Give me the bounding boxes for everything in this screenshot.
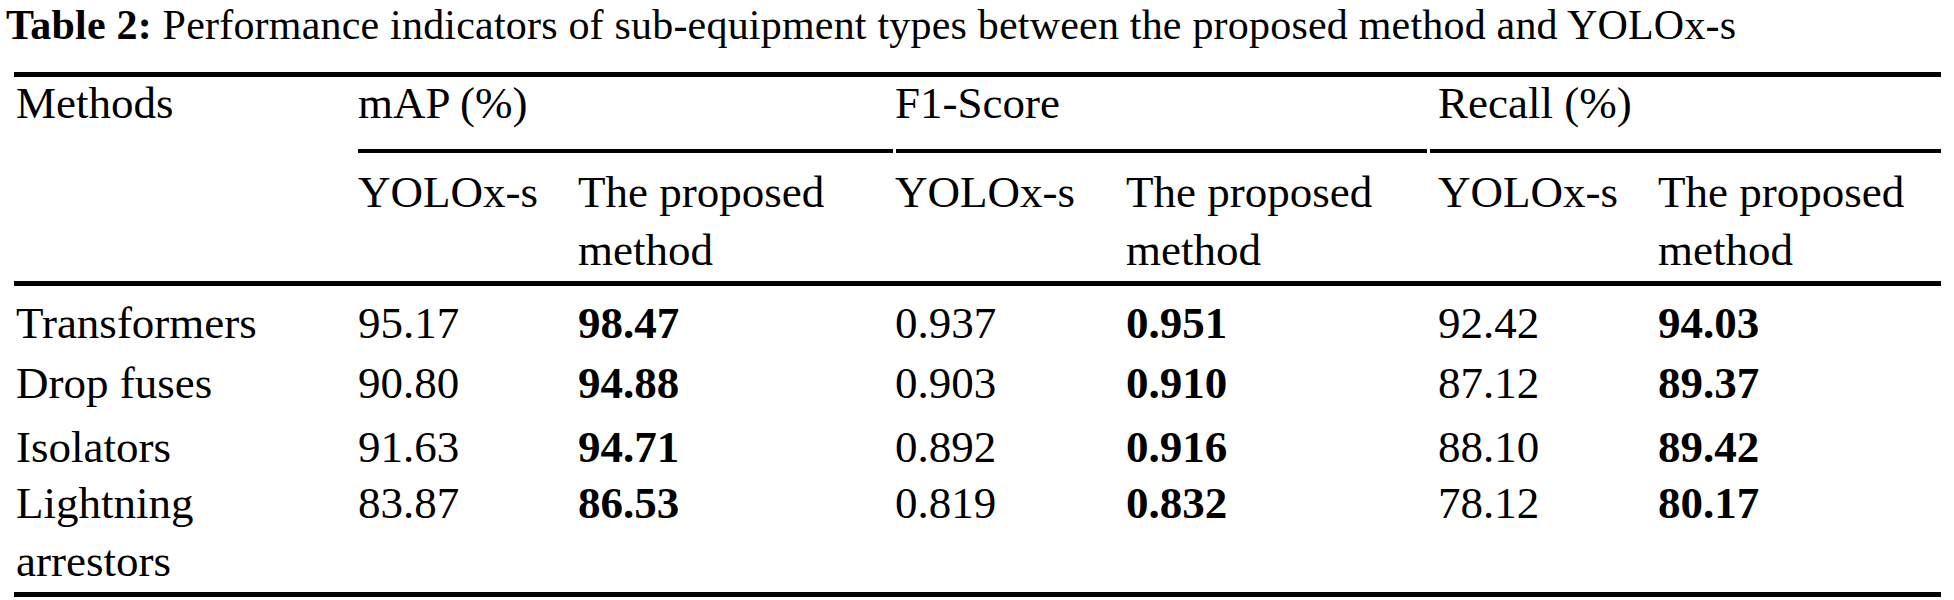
subheader-f1-yolox: YOLOx-s	[895, 163, 1075, 221]
cell-lightning-arrestors-f1-yolox: 0.819	[895, 474, 996, 532]
cell-transformers-recall-yolox: 92.42	[1438, 294, 1539, 352]
table-caption-label: Table 2:	[6, 2, 152, 48]
header-bottom-rule	[14, 281, 1941, 286]
paper-table-page: Table 2: Performance indicators of sub-e…	[0, 0, 1954, 600]
cell-drop-fuses-map-proposed: 94.88	[578, 354, 679, 412]
table-caption: Table 2: Performance indicators of sub-e…	[6, 1, 1736, 49]
table-bottom-rule	[14, 592, 1941, 597]
cell-lightning-arrestors-map-yolox: 83.87	[358, 474, 459, 532]
cell-transformers-map-proposed: 98.47	[578, 294, 679, 352]
cell-isolators-f1-yolox: 0.892	[895, 418, 996, 476]
subheader-f1-proposed: The proposed method	[1126, 163, 1416, 279]
row-label-transformers: Transformers	[16, 294, 306, 352]
cell-drop-fuses-map-yolox: 90.80	[358, 354, 459, 412]
column-header-methods: Methods	[16, 74, 174, 132]
row-label-drop-fuses: Drop fuses	[16, 354, 306, 412]
cell-transformers-f1-proposed: 0.951	[1126, 294, 1227, 352]
cell-transformers-f1-yolox: 0.937	[895, 294, 996, 352]
row-label-isolators: Isolators	[16, 418, 306, 476]
cell-drop-fuses-f1-yolox: 0.903	[895, 354, 996, 412]
cell-transformers-recall-proposed: 94.03	[1658, 294, 1759, 352]
recall-group-rule	[1430, 149, 1941, 153]
cell-isolators-f1-proposed: 0.916	[1126, 418, 1227, 476]
subheader-map-proposed: The proposed method	[578, 163, 868, 279]
cell-isolators-recall-proposed: 89.42	[1658, 418, 1759, 476]
cell-lightning-arrestors-map-proposed: 86.53	[578, 474, 679, 532]
cell-lightning-arrestors-f1-proposed: 0.832	[1126, 474, 1227, 532]
map-group-rule	[358, 149, 893, 153]
cell-isolators-map-yolox: 91.63	[358, 418, 459, 476]
cell-lightning-arrestors-recall-proposed: 80.17	[1658, 474, 1759, 532]
table-caption-text: Performance indicators of sub-equipment …	[152, 2, 1736, 48]
cell-drop-fuses-f1-proposed: 0.910	[1126, 354, 1227, 412]
cell-lightning-arrestors-recall-yolox: 78.12	[1438, 474, 1539, 532]
cell-drop-fuses-recall-yolox: 87.12	[1438, 354, 1539, 412]
group-header-map: mAP (%)	[358, 74, 528, 132]
cell-transformers-map-yolox: 95.17	[358, 294, 459, 352]
group-header-recall: Recall (%)	[1438, 74, 1632, 132]
subheader-recall-proposed: The proposed method	[1658, 163, 1948, 279]
cell-isolators-recall-yolox: 88.10	[1438, 418, 1539, 476]
cell-isolators-map-proposed: 94.71	[578, 418, 679, 476]
row-label-lightning-arrestors: Lightning arrestors	[16, 474, 306, 590]
subheader-map-yolox: YOLOx-s	[358, 163, 538, 221]
group-header-f1: F1-Score	[895, 74, 1060, 132]
cell-drop-fuses-recall-proposed: 89.37	[1658, 354, 1759, 412]
subheader-recall-yolox: YOLOx-s	[1438, 163, 1618, 221]
f1-group-rule	[896, 149, 1427, 153]
